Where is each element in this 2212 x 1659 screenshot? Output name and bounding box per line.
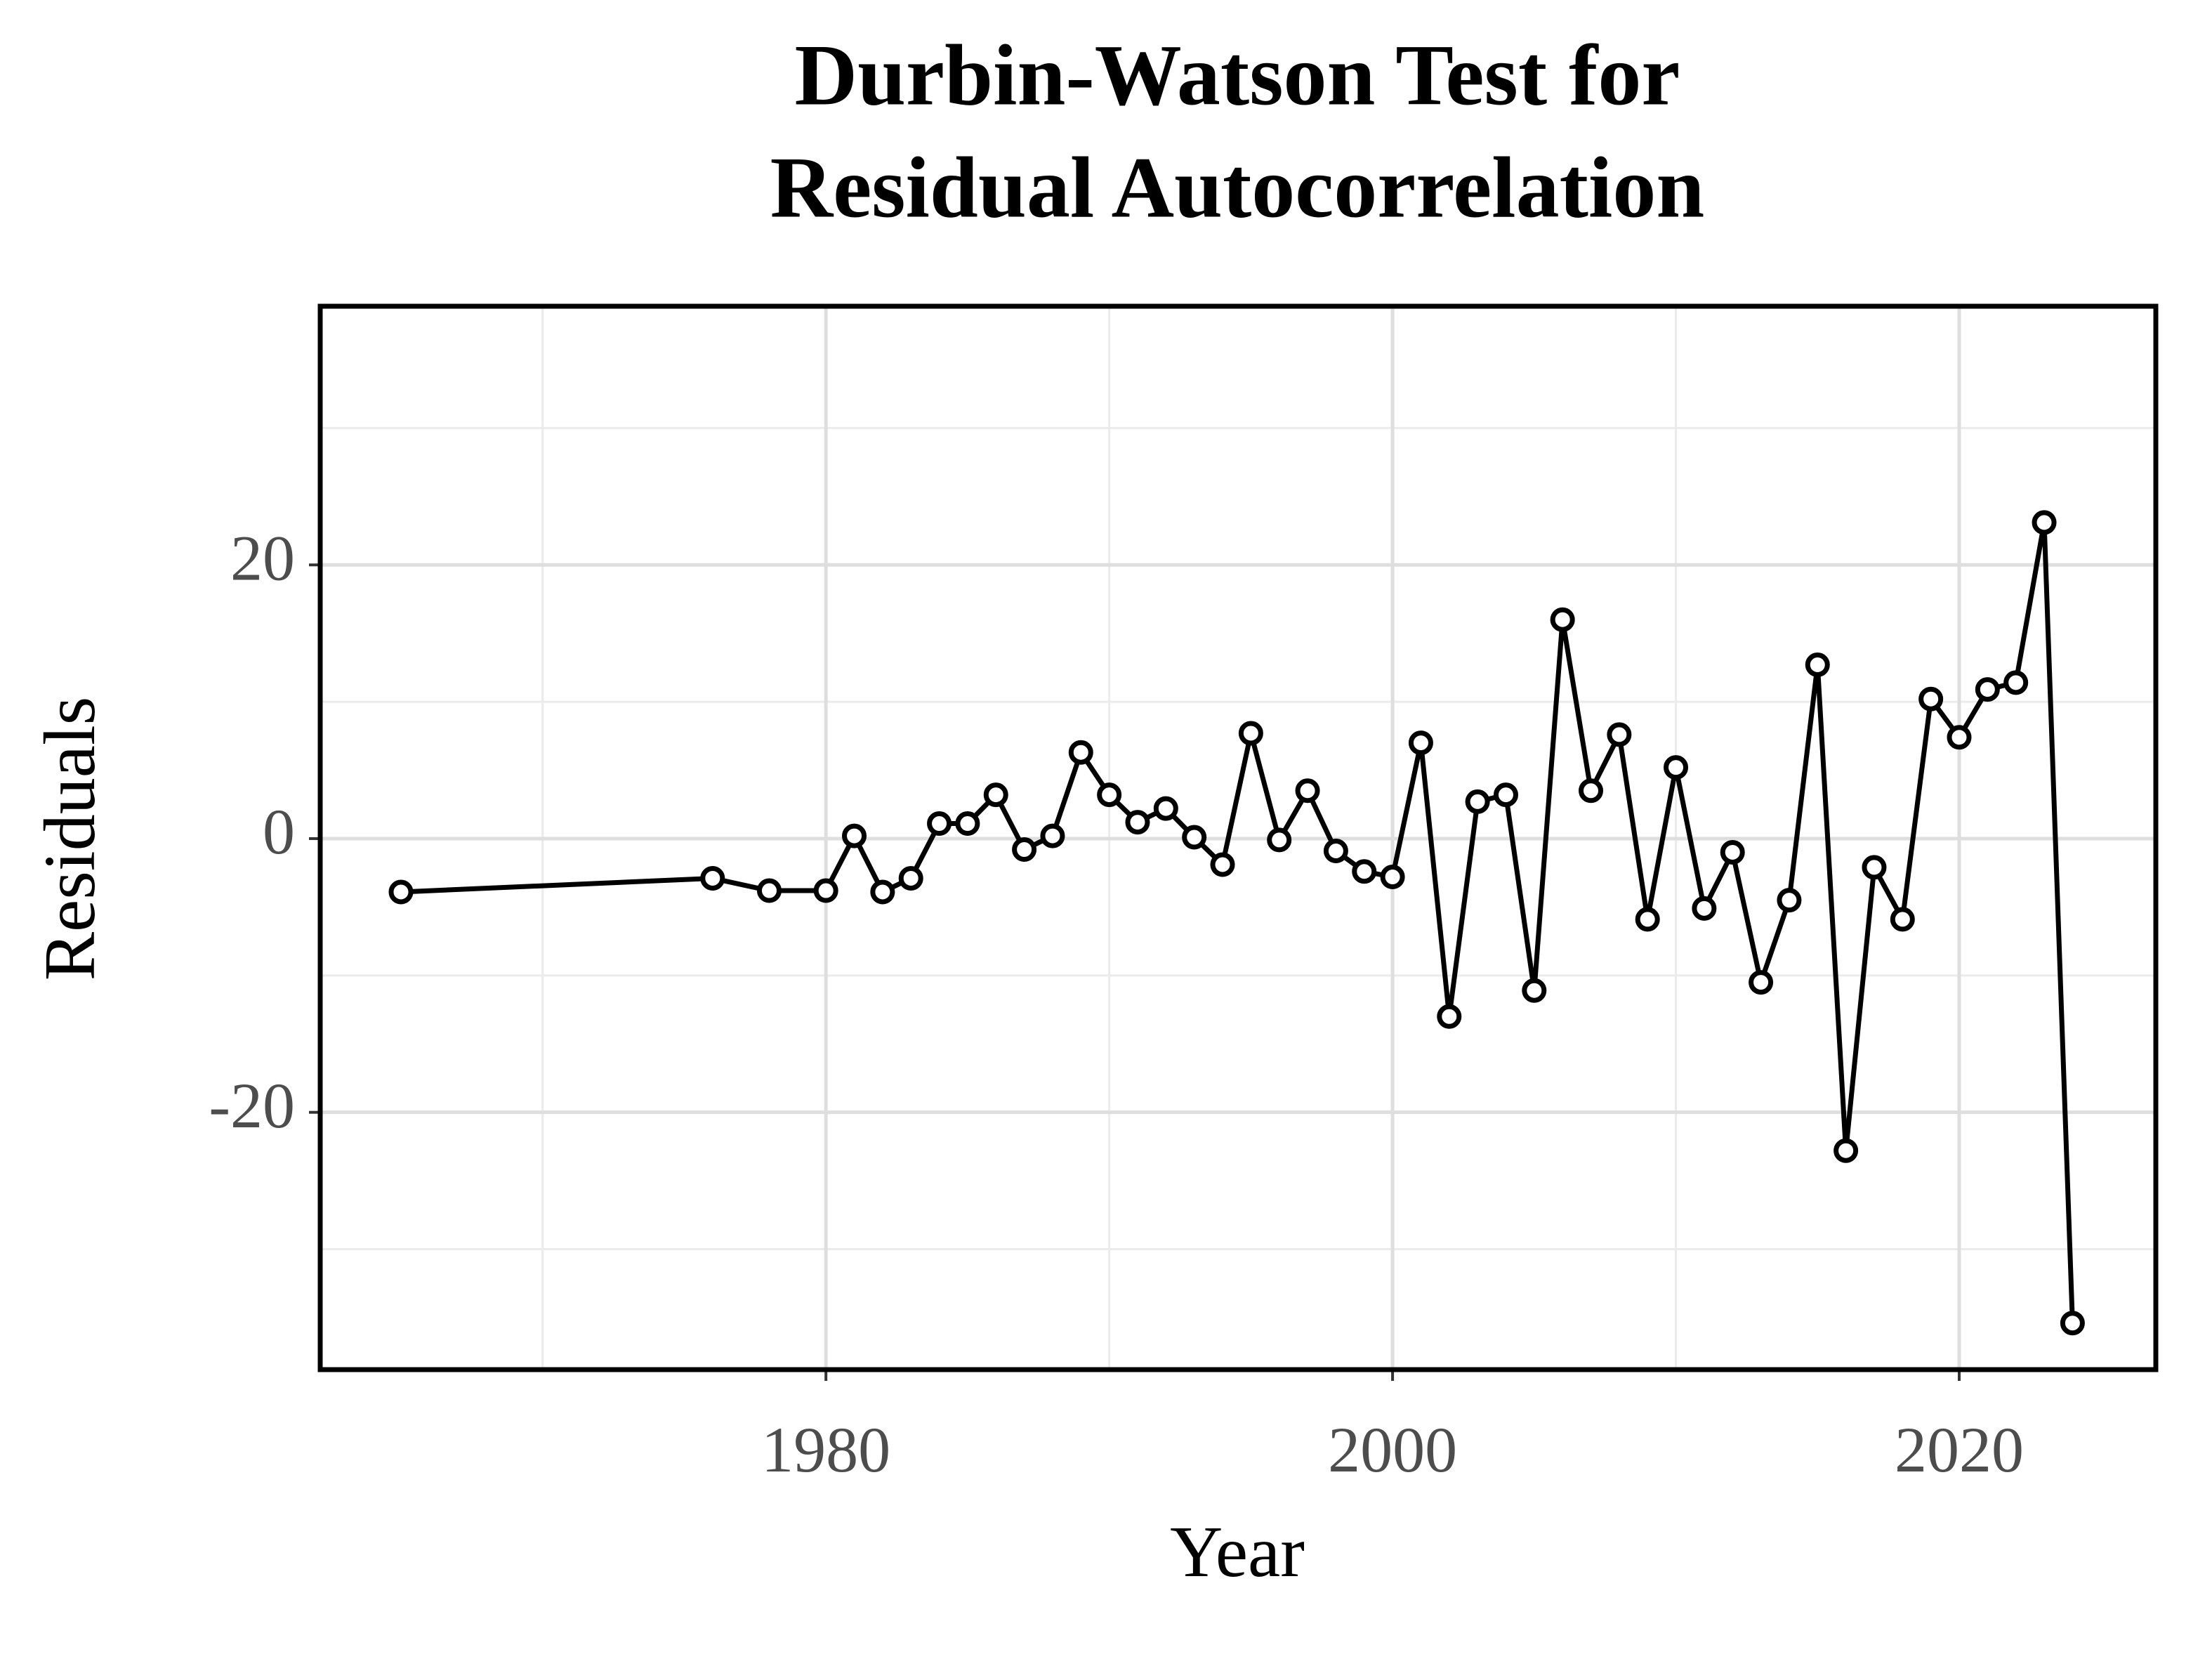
- point: [1834, 1138, 1859, 1163]
- point: [2003, 670, 2029, 695]
- y-tick-label: 20: [230, 522, 295, 594]
- point: [1947, 725, 1972, 750]
- point: [1040, 823, 1065, 848]
- point: [700, 865, 725, 891]
- point: [1862, 855, 1887, 880]
- point: [1295, 778, 1320, 804]
- point: [1918, 686, 1944, 712]
- point: [1153, 796, 1178, 821]
- point: [842, 823, 867, 848]
- point: [1068, 740, 1093, 765]
- point: [1805, 653, 1830, 678]
- point: [1607, 722, 1632, 747]
- point: [1749, 970, 1774, 995]
- point: [1238, 721, 1263, 746]
- point: [1352, 859, 1377, 884]
- point: [1182, 825, 1207, 850]
- point: [813, 878, 838, 903]
- point: [983, 782, 1008, 808]
- point: [1493, 782, 1518, 808]
- point: [1777, 888, 1802, 913]
- chart-title-line-1: Durbin-Watson Test for: [795, 27, 1680, 123]
- point: [1635, 907, 1660, 932]
- x-tick-label: 2000: [1328, 1414, 1457, 1486]
- point: [1522, 978, 1547, 1003]
- y-axis-title: Residuals: [29, 697, 110, 981]
- point: [1664, 755, 1689, 780]
- point: [1097, 782, 1122, 808]
- point: [1437, 1004, 1462, 1029]
- point: [1210, 852, 1235, 877]
- point: [1408, 730, 1433, 756]
- point: [1890, 907, 1915, 932]
- point: [1975, 677, 2000, 702]
- x-tick-label: 1980: [761, 1414, 890, 1486]
- point: [1267, 827, 1292, 853]
- point: [1125, 810, 1150, 835]
- chart-title-line-2: Residual Autocorrelation: [770, 139, 1705, 235]
- y-tick-label: -20: [209, 1070, 295, 1141]
- point: [955, 811, 980, 837]
- point: [388, 879, 414, 905]
- point: [2060, 1311, 2085, 1336]
- x-axis-title: Year: [1170, 1512, 1305, 1592]
- point: [1550, 607, 1575, 632]
- point: [898, 865, 923, 891]
- point: [927, 811, 952, 837]
- y-tick-label: 0: [263, 796, 295, 867]
- panel-border: [317, 303, 2159, 1372]
- point: [1579, 778, 1604, 804]
- point: [1012, 837, 1037, 863]
- point: [1323, 839, 1348, 864]
- point: [1465, 789, 1490, 814]
- point: [2032, 510, 2057, 535]
- point: [1380, 865, 1405, 890]
- point: [756, 878, 782, 903]
- point: [1692, 896, 1717, 921]
- x-tick-label: 2020: [1895, 1414, 2024, 1486]
- point: [1720, 839, 1745, 865]
- point: [870, 879, 895, 905]
